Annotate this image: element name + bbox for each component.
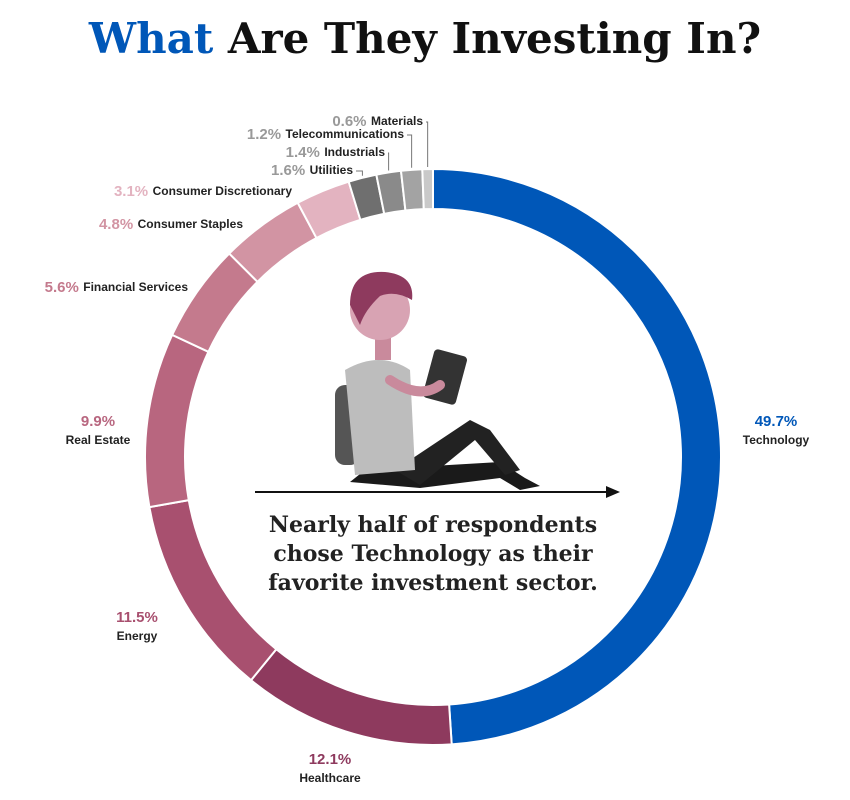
value-label: 1.6% bbox=[271, 162, 305, 179]
title-highlight: What bbox=[88, 14, 214, 63]
slice-label: 3.1% Consumer Discretionary bbox=[114, 183, 292, 200]
value-label: 49.7% bbox=[755, 413, 798, 430]
value-label: 3.1% bbox=[114, 183, 148, 200]
slice-label: 1.2% Telecommunications bbox=[247, 126, 404, 143]
category-label: Financial Services bbox=[83, 280, 188, 294]
illustration bbox=[255, 271, 620, 498]
donut-segment bbox=[399, 168, 425, 212]
category-label: Real Estate bbox=[66, 433, 131, 447]
value-label: 11.5% bbox=[116, 609, 158, 626]
annotation: favorite investment sector. bbox=[268, 570, 598, 596]
category-label: Consumer Staples bbox=[138, 217, 244, 231]
value-label: 0.6% bbox=[332, 113, 366, 130]
value-label: 5.6% bbox=[45, 279, 79, 296]
leader-line bbox=[388, 152, 390, 171]
category-label: Energy bbox=[117, 629, 158, 643]
category-label: Utilities bbox=[310, 163, 354, 177]
value-label: 4.8% bbox=[99, 216, 133, 233]
slice-label: 0.6% Materials bbox=[332, 113, 423, 130]
category-label: Materials bbox=[371, 114, 423, 128]
donut-segment bbox=[421, 167, 434, 211]
slice-label: 5.6% Financial Services bbox=[45, 279, 189, 296]
title-rest: Are They Investing In? bbox=[227, 14, 761, 63]
value-label: 1.4% bbox=[286, 144, 320, 161]
value-label: 12.1% bbox=[309, 751, 352, 768]
slice-label: 1.6% Utilities bbox=[271, 162, 353, 179]
chart-title: What Are They Investing In? bbox=[88, 14, 761, 63]
value-label: 1.2% bbox=[247, 126, 281, 143]
category-label: Technology bbox=[743, 433, 810, 447]
value-label: 9.9% bbox=[81, 413, 115, 430]
slice-label: 4.8% Consumer Staples bbox=[99, 216, 243, 233]
leader-line bbox=[426, 121, 429, 168]
slice-label: 1.4% Industrials bbox=[286, 144, 386, 161]
leader-line bbox=[356, 170, 363, 176]
leader-line bbox=[407, 134, 413, 168]
category-label: Telecommunications bbox=[286, 127, 405, 141]
category-label: Consumer Discretionary bbox=[153, 184, 293, 198]
annotation: Nearly half of respondents bbox=[269, 512, 597, 538]
category-label: Industrials bbox=[324, 145, 385, 159]
annotation: chose Technology as their bbox=[273, 541, 593, 567]
category-label: Healthcare bbox=[299, 771, 361, 785]
